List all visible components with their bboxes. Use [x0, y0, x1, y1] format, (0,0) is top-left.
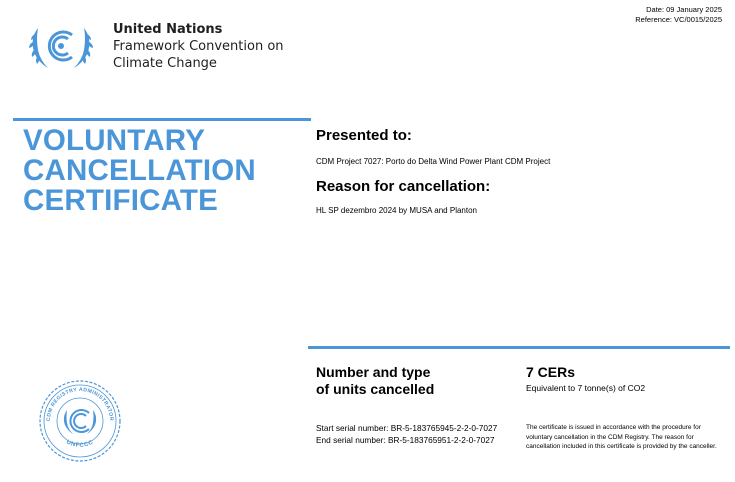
end-serial-value: BR-5-183765951-2-2-0-7027: [387, 435, 495, 445]
title-line-2: CANCELLATION: [23, 154, 256, 187]
units-equivalent: Equivalent to 7 tonne(s) of CO2: [526, 383, 646, 393]
unfccc-logo-icon: [29, 28, 93, 68]
svg-text:UNFCCC: UNFCCC: [65, 439, 94, 449]
title-line-3: CERTIFICATE: [23, 184, 219, 217]
units-heading-line-2: of units cancelled: [316, 381, 435, 397]
presented-heading: Presented to:: [316, 127, 412, 144]
certificate-reference: Reference: VC/0015/2025: [635, 15, 722, 24]
start-serial-label: Start serial number:: [316, 423, 389, 433]
seal-bottom-text: UNFCCC: [65, 439, 94, 449]
svg-text:CDM REGISTRY ADMINISTRATOR: CDM REGISTRY ADMINISTRATOR: [46, 387, 114, 421]
title-divider: [13, 118, 311, 121]
units-count: 7 CERs: [526, 364, 576, 380]
reason-value: HL SP dezembro 2024 by MUSA and Planton: [316, 206, 477, 215]
certificate-meta: Date: 09 January 2025 Reference: VC/0015…: [635, 5, 722, 25]
org-line-1: United Nations: [113, 22, 223, 37]
start-serial-value: BR-5-183765945-2-2-0-7027: [390, 423, 498, 433]
units-heading: Number and type of units cancelled: [316, 364, 434, 398]
serial-numbers: Start serial number: BR-5-183765945-2-2-…: [316, 422, 497, 446]
org-line-3: Climate Change: [113, 56, 217, 71]
presented-value: CDM Project 7027: Porto do Delta Wind Po…: [316, 157, 551, 166]
units-heading-line-1: Number and type: [316, 364, 431, 380]
organization-name: United Nations Framework Convention on C…: [113, 21, 284, 72]
registry-seal-icon: CDM REGISTRY ADMINISTRATOR UNFCCC: [39, 380, 121, 462]
end-serial-label: End serial number:: [316, 435, 386, 445]
start-serial-row: Start serial number: BR-5-183765945-2-2-…: [316, 422, 497, 434]
certificate-note: The certificate is issued in accordance …: [526, 424, 717, 450]
reason-heading: Reason for cancellation:: [316, 178, 491, 195]
seal-top-text: CDM REGISTRY ADMINISTRATOR: [46, 387, 114, 421]
certificate-title: VOLUNTARY CANCELLATION CERTIFICATE: [23, 126, 256, 216]
end-serial-row: End serial number: BR-5-183765951-2-2-0-…: [316, 434, 497, 446]
certificate-date: Date: 09 January 2025: [646, 5, 722, 14]
title-line-1: VOLUNTARY: [23, 124, 206, 157]
org-line-2: Framework Convention on: [113, 39, 284, 54]
units-divider: [308, 346, 730, 349]
